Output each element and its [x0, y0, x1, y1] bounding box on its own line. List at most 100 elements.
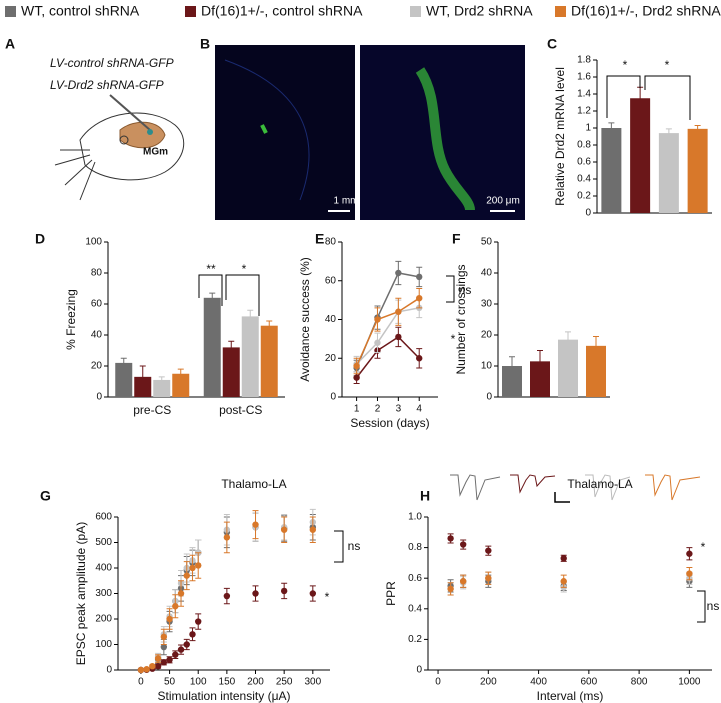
data-point	[137, 666, 145, 674]
x-tick-label: 600	[581, 677, 598, 688]
data-point	[252, 590, 259, 597]
chart-title: Thalamo-LA	[567, 477, 632, 491]
data-point	[374, 339, 381, 346]
annotation: *	[701, 540, 706, 554]
y-tick-label: 20	[481, 330, 493, 341]
y-tick-label: 0.8	[577, 140, 591, 151]
y-tick-label: 60	[91, 299, 103, 310]
data-point	[177, 590, 185, 597]
bar	[115, 362, 133, 397]
y-tick-label: 0.6	[577, 157, 591, 168]
data-point	[416, 355, 423, 362]
micrograph	[360, 45, 525, 220]
data-line	[356, 335, 420, 379]
x-tick-label: 100	[190, 677, 207, 688]
panel-label: B	[200, 36, 210, 52]
scale-label: 200 μm	[486, 196, 520, 207]
y-tick-label: 0	[330, 392, 336, 403]
annotation: ns	[459, 283, 472, 297]
y-tick-label: 400	[95, 563, 112, 574]
bar	[203, 297, 221, 397]
significance-bracket	[644, 75, 691, 120]
bar	[586, 345, 606, 397]
data-line	[356, 307, 420, 365]
x-tick-label: 1	[354, 404, 360, 415]
significance-bracket	[606, 75, 641, 118]
tissue-outline	[224, 59, 310, 201]
data-point	[160, 633, 168, 641]
data-point	[143, 666, 150, 673]
data-point	[252, 521, 259, 528]
legend-swatch	[185, 6, 196, 17]
x-tick-label: 4	[416, 404, 422, 415]
data-point	[459, 578, 467, 585]
bar	[658, 133, 679, 213]
panel-a-text: LV-control shRNA-GFP	[50, 56, 174, 70]
y-tick-label: 0	[106, 665, 112, 676]
panel-label: C	[547, 36, 557, 52]
y-tick-label: 100	[85, 237, 102, 248]
data-point	[154, 655, 162, 662]
y-axis-label: % Freezing	[64, 289, 78, 350]
y-axis-label: PPR	[384, 581, 398, 606]
significance-bracket	[198, 274, 223, 306]
y-tick-label: 0.4	[408, 603, 422, 614]
annotation: ns	[348, 539, 361, 553]
y-tick-label: 0.2	[408, 634, 422, 645]
y-tick-label: 40	[325, 314, 337, 325]
data-point	[447, 585, 454, 593]
significance-bracket	[446, 275, 455, 303]
x-tick-label: 300	[304, 677, 321, 688]
y-tick-label: 20	[325, 353, 337, 364]
legend-swatch	[555, 6, 566, 17]
data-point	[309, 526, 317, 533]
legend-label: WT, Drd2 shRNA	[426, 3, 533, 19]
y-tick-label: 0.4	[577, 174, 591, 185]
scale-label: 1 mm	[334, 196, 359, 207]
y-tick-label: 1.0	[408, 512, 422, 523]
annotation: *	[665, 58, 670, 72]
legend-swatch	[410, 6, 421, 17]
y-tick-label: 500	[95, 537, 112, 548]
bar	[172, 373, 190, 397]
data-point	[459, 541, 467, 548]
x-tick-label: 800	[631, 677, 648, 688]
data-point	[160, 643, 168, 651]
x-axis-label: Stimulation intensity (μA)	[158, 689, 291, 703]
example-traces	[450, 474, 701, 503]
y-tick-label: 100	[95, 639, 112, 650]
x-tick-label: 50	[164, 677, 176, 688]
data-point	[189, 564, 196, 572]
x-tick-label: 400	[530, 677, 547, 688]
bar	[153, 379, 171, 397]
x-tick-label: 2	[375, 404, 381, 415]
y-tick-label: 50	[481, 237, 493, 248]
x-tick-label: pre-CS	[133, 403, 171, 417]
chart-title: Thalamo-LA	[221, 477, 286, 491]
legend-swatch	[5, 6, 16, 17]
x-tick-label: 3	[396, 404, 402, 415]
data-point	[160, 659, 168, 666]
data-point	[686, 550, 693, 557]
legend-label: Df(16)1+/-, control shRNA	[201, 3, 363, 19]
significance-bracket	[334, 530, 344, 563]
significance-bracket	[225, 274, 260, 316]
y-tick-label: 0.6	[408, 573, 422, 584]
data-point	[223, 592, 231, 600]
data-point	[560, 578, 567, 585]
y-tick-label: 1.4	[577, 89, 591, 100]
bar	[601, 128, 622, 213]
panel-label: F	[452, 231, 461, 247]
bar	[687, 128, 708, 213]
x-tick-label: post-CS	[219, 403, 262, 417]
mouse-illustration	[54, 94, 185, 201]
panel-label: E	[315, 231, 324, 247]
x-tick-label: 200	[480, 677, 497, 688]
y-axis-label: Avoidance success (%)	[298, 257, 312, 382]
data-point	[485, 575, 492, 582]
annotation: **	[206, 262, 216, 276]
panel-label: A	[5, 36, 15, 52]
y-tick-label: 80	[91, 268, 103, 279]
y-tick-label: 1.2	[577, 106, 591, 117]
data-point	[485, 547, 492, 554]
